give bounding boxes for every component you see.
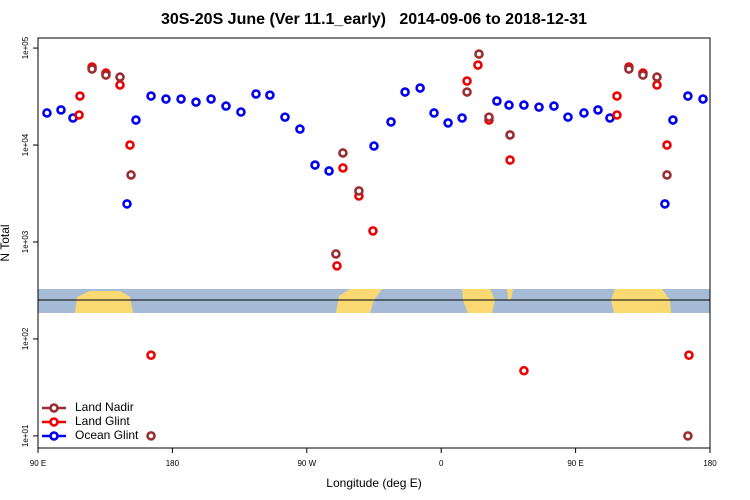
point xyxy=(146,91,156,101)
point xyxy=(206,94,216,104)
x-tick-label: 90 W xyxy=(297,459,316,468)
point xyxy=(563,112,573,122)
map-strip xyxy=(38,289,710,313)
point xyxy=(473,60,483,70)
point xyxy=(400,87,410,97)
legend-label: Ocean Glint xyxy=(75,428,139,442)
point xyxy=(612,110,622,120)
point xyxy=(662,170,672,180)
point xyxy=(624,64,634,74)
point xyxy=(474,49,484,59)
point xyxy=(368,226,378,236)
point xyxy=(146,350,156,360)
legend-marker xyxy=(49,403,59,413)
point xyxy=(191,97,201,107)
point xyxy=(698,94,708,104)
legend-marker xyxy=(49,431,59,441)
point xyxy=(331,249,341,259)
point xyxy=(534,102,544,112)
point xyxy=(87,64,97,74)
y-tick-label: 1e+04 xyxy=(21,133,30,156)
point xyxy=(492,96,502,106)
legend-label: Land Nadir xyxy=(75,400,134,414)
point xyxy=(519,365,529,376)
point xyxy=(236,107,246,117)
x-axis-label: Longitude (deg E) xyxy=(326,476,421,490)
point xyxy=(42,108,52,118)
plot-frame xyxy=(37,37,711,449)
point xyxy=(332,261,342,271)
point xyxy=(146,431,156,441)
point xyxy=(652,80,662,90)
point xyxy=(115,80,125,90)
point xyxy=(504,100,514,110)
y-tick-label: 1e+02 xyxy=(21,327,30,350)
x-tick-label: 90 E xyxy=(567,459,583,468)
point xyxy=(115,72,125,82)
point xyxy=(462,87,472,97)
point xyxy=(549,101,559,111)
point xyxy=(131,115,141,125)
point xyxy=(310,160,320,170)
point xyxy=(265,90,275,100)
point xyxy=(662,140,672,150)
x-tick-label: 90 E xyxy=(30,459,46,468)
y-tick-label: 1e+05 xyxy=(21,36,30,59)
point xyxy=(457,113,467,123)
point xyxy=(660,199,670,209)
point xyxy=(579,108,589,118)
point xyxy=(415,83,425,93)
point xyxy=(251,89,261,99)
legend-label: Land Glint xyxy=(75,414,130,428)
point xyxy=(338,148,348,158)
point xyxy=(652,72,662,82)
point xyxy=(462,76,472,86)
point xyxy=(429,108,439,118)
point xyxy=(386,117,396,127)
point xyxy=(161,94,171,104)
point xyxy=(505,130,515,140)
y-tick-label: 1e+03 xyxy=(21,230,30,253)
x-tick-label: 180 xyxy=(703,459,717,468)
y-tick-label: 1e+01 xyxy=(21,424,30,447)
point xyxy=(443,118,453,128)
point xyxy=(295,124,305,134)
point xyxy=(122,199,132,209)
x-tick-label: 180 xyxy=(166,459,180,468)
point xyxy=(369,141,379,151)
point xyxy=(684,350,694,360)
point xyxy=(683,431,693,441)
point xyxy=(593,105,603,115)
point xyxy=(125,140,135,150)
point xyxy=(612,91,622,101)
point xyxy=(75,91,85,101)
point xyxy=(638,70,648,80)
point xyxy=(324,166,334,176)
y-axis-label: N Total xyxy=(0,224,12,261)
point xyxy=(221,101,231,111)
point xyxy=(280,112,290,122)
point xyxy=(484,112,494,122)
point xyxy=(354,186,364,196)
point xyxy=(505,155,515,165)
point xyxy=(74,110,84,120)
chart-title: 30S-20S June (Ver 11.1_early) 2014-09-06… xyxy=(161,11,587,28)
point xyxy=(668,115,678,125)
point xyxy=(101,70,111,80)
legend-marker xyxy=(49,417,59,427)
point xyxy=(338,163,348,173)
point xyxy=(56,105,66,115)
x-tick-label: 0 xyxy=(439,459,444,468)
point xyxy=(126,170,136,180)
point xyxy=(176,94,186,104)
point xyxy=(683,91,693,101)
point xyxy=(519,100,529,110)
